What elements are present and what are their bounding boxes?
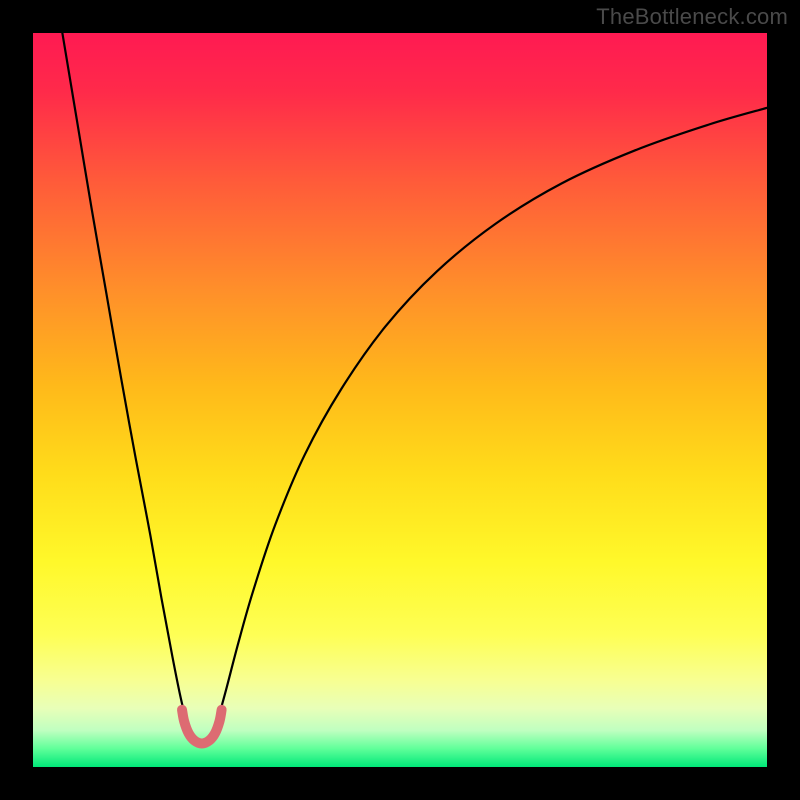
watermark-text: TheBottleneck.com — [596, 4, 788, 30]
curve-right — [218, 108, 767, 719]
curve-left — [62, 33, 185, 719]
chart-container: TheBottleneck.com — [0, 0, 800, 800]
curve-overlay — [33, 33, 767, 767]
bottom-u-mark — [182, 710, 222, 744]
plot-area — [33, 33, 767, 767]
